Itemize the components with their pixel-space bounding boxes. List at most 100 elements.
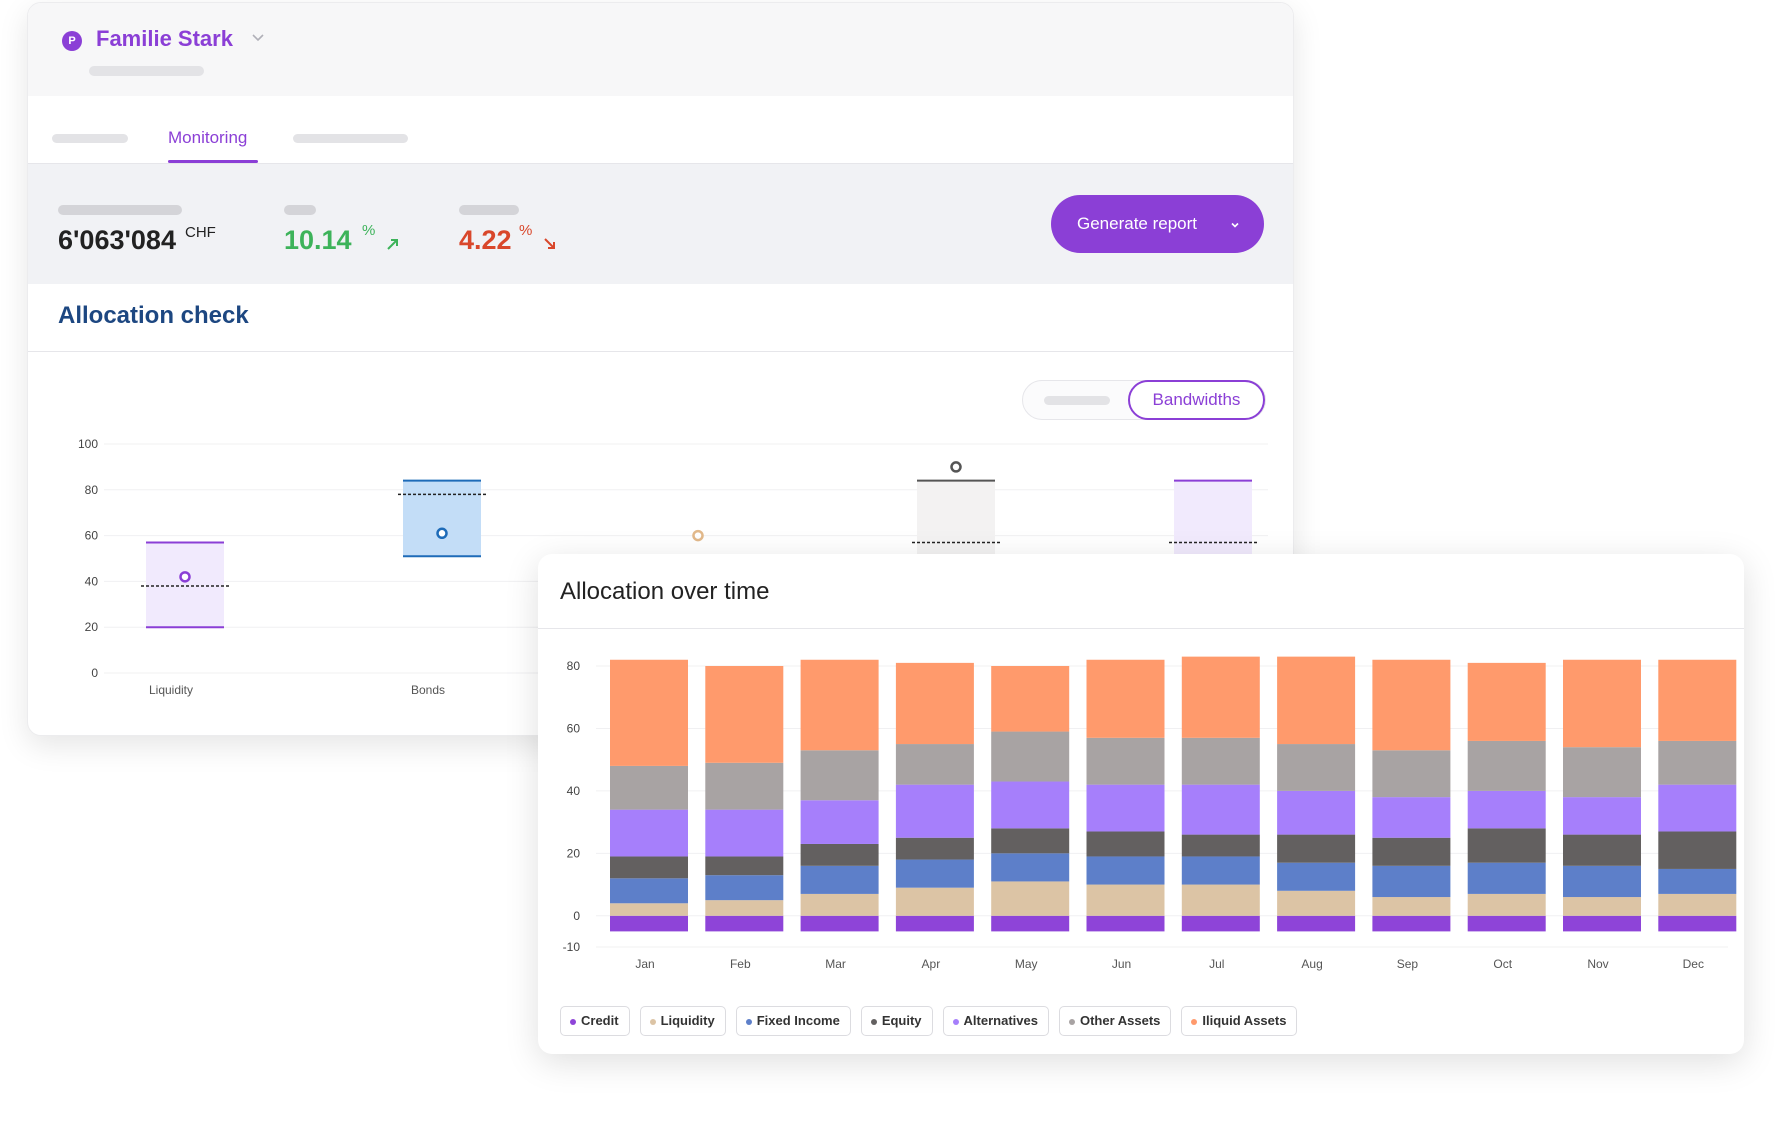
bar-segment: [705, 915, 784, 932]
bar-segment: [1277, 744, 1356, 791]
bar-segment: [1277, 834, 1356, 863]
bar-segment: [1563, 897, 1641, 916]
bar-segment: [800, 915, 879, 932]
bar-segment: [800, 750, 879, 801]
legend-dot-icon: [570, 1019, 576, 1025]
x-tick-label: Liquidity: [149, 683, 193, 697]
legend-dot-icon: [870, 1019, 877, 1025]
bar-segment: [1563, 747, 1641, 798]
generate-report-button[interactable]: Generate report: [1051, 195, 1264, 253]
bar-segment: [1277, 915, 1356, 932]
tab-monitoring[interactable]: Monitoring: [168, 128, 248, 147]
x-tick-label: Jan: [635, 957, 654, 971]
bar-segment: [1563, 834, 1641, 866]
client-name[interactable]: Familie Stark: [96, 26, 233, 51]
legend-dot-icon: [1191, 1019, 1198, 1025]
bar-segment: [895, 837, 974, 860]
client-subtitle-placeholder: [89, 66, 204, 76]
legend-item[interactable]: Equity: [860, 1006, 933, 1036]
tab-placeholder-2[interactable]: [293, 134, 408, 143]
bar-segment: [1181, 856, 1260, 885]
x-tick-label: Jun: [1112, 957, 1131, 971]
legend-label: Alternatives: [963, 1013, 1038, 1028]
bar-segment: [1086, 737, 1165, 785]
bar-segment: [705, 856, 784, 876]
x-tick-label: Aug: [1301, 957, 1322, 971]
kpi-bar: 6'063'084 CHF 10.14 % 4.22 % Generate re…: [28, 164, 1293, 284]
bar-segment: [991, 781, 1070, 829]
bar-segment: [1277, 790, 1356, 835]
bar-segment: [1372, 750, 1451, 798]
view-toggle[interactable]: Bandwidths: [1022, 380, 1266, 420]
bar-segment: [1658, 831, 1737, 869]
bar-segment: [895, 662, 974, 745]
bar-segment: [1181, 915, 1260, 932]
bar-segment: [1372, 837, 1451, 866]
legend-item[interactable]: Liquidity: [639, 1006, 726, 1036]
y-tick-label: 80: [567, 659, 581, 673]
bar-segment: [895, 887, 974, 916]
legend-item[interactable]: Fixed Income: [735, 1006, 851, 1036]
client-header: P Familie Stark: [28, 3, 1293, 96]
tab-placeholder-1[interactable]: [52, 134, 128, 143]
y-tick-label: -10: [563, 940, 581, 954]
tab-active-indicator: [168, 160, 258, 163]
legend-label: Fixed Income: [756, 1013, 840, 1028]
toggle-bandwidths[interactable]: Bandwidths: [1128, 380, 1265, 420]
x-tick-label: Feb: [730, 957, 751, 971]
kpi-label-placeholder-1: [58, 205, 182, 215]
bar-segment: [1086, 856, 1165, 885]
bar-segment: [705, 875, 784, 901]
y-tick-label: 80: [85, 483, 99, 497]
generate-report-label: Generate report: [1077, 214, 1198, 233]
legend-item[interactable]: Credit: [560, 1006, 630, 1036]
bar-segment: [1658, 740, 1737, 785]
legend-label: Liquidity: [660, 1013, 715, 1028]
bar-segment: [1658, 784, 1737, 832]
toggle-option-placeholder[interactable]: [1044, 396, 1110, 405]
y-tick-label: 0: [573, 909, 580, 923]
bar-segment: [1372, 865, 1451, 898]
bar-segment: [610, 903, 688, 916]
bar-segment: [1563, 915, 1641, 932]
bar-segment: [1086, 884, 1165, 916]
legend-label: Equity: [881, 1013, 922, 1028]
bar-segment: [1277, 862, 1356, 891]
y-tick-label: 0: [91, 666, 98, 680]
y-tick-label: 60: [567, 721, 581, 735]
allocation-over-time-chart: -10 0 20 40 60 80 Jan Feb Mar Apr May Jun Jul Aug Sep O…: [563, 656, 1737, 971]
allocation-check-title: Allocation check: [58, 302, 249, 329]
bar-segment: [800, 800, 879, 844]
legend-item[interactable]: Alternatives: [942, 1006, 1049, 1036]
actual-marker: [179, 571, 191, 583]
x-tick-label: Jul: [1209, 957, 1224, 971]
allocation-over-time-card: Allocation over time -10 0 20 40 60 80 Jan Feb M…: [538, 554, 1744, 1054]
legend-dot-icon: [649, 1019, 656, 1025]
actual-marker: [950, 461, 962, 473]
bar-segment: [800, 893, 879, 916]
bar-segment: [895, 915, 974, 932]
bar-segment: [705, 762, 784, 810]
bar-segment: [991, 881, 1070, 916]
bar-segment: [991, 666, 1070, 732]
bar-segment: [1658, 893, 1737, 916]
bar-segment: [991, 915, 1070, 932]
bar-segment: [800, 865, 879, 894]
chevron-down-icon[interactable]: [250, 29, 266, 45]
bar-segment: [1563, 659, 1641, 748]
bandwidth-band: [146, 542, 224, 628]
y-tick-label: 40: [85, 574, 99, 588]
performance-gain-unit: %: [362, 222, 376, 239]
bandwidth-band: [403, 480, 481, 557]
kpi-label-placeholder-2: [284, 205, 316, 215]
x-tick-label: Nov: [1587, 957, 1608, 971]
legend-item[interactable]: Other Assets: [1058, 1006, 1172, 1036]
y-tick-label: 40: [567, 784, 581, 798]
legend-label: Other Assets: [1079, 1013, 1161, 1028]
legend-label: Credit: [581, 1013, 619, 1028]
bar-segment: [610, 765, 688, 810]
legend-dot-icon: [1068, 1019, 1075, 1025]
bar-segment: [610, 878, 688, 904]
legend-item[interactable]: Iliquid Assets: [1181, 1006, 1298, 1036]
bar-segment: [991, 853, 1070, 882]
